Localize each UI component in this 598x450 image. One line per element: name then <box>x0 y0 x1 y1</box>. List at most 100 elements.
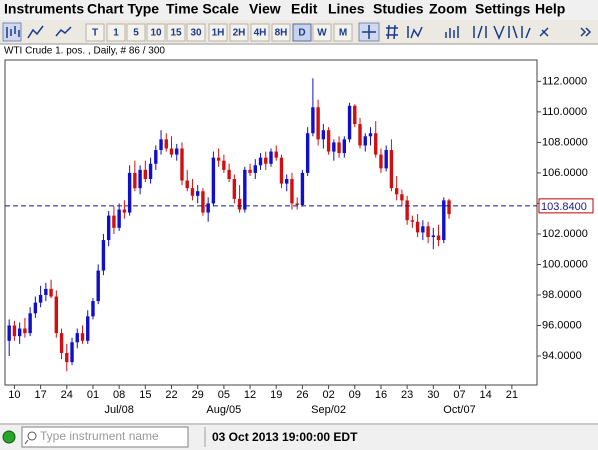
toolbar-button-label: 10 <box>150 28 162 39</box>
candle-body <box>415 221 420 233</box>
x-tick-label: 02 <box>322 389 334 401</box>
input-placeholder: Type instrument name <box>40 429 159 443</box>
candle-body <box>410 220 415 222</box>
candle-body <box>237 198 242 210</box>
x-tick-label: 29 <box>192 389 204 401</box>
toolbar-button[interactable] <box>229 23 249 42</box>
toolbar-button[interactable] <box>166 23 186 42</box>
x-tick-label: 26 <box>296 389 308 401</box>
candle-body <box>201 191 205 213</box>
candle-body <box>394 188 399 195</box>
toolbar-button-label: D <box>298 28 305 39</box>
menu-item[interactable]: Time Scale <box>166 1 239 17</box>
candle-body <box>227 169 231 180</box>
y-tick-label: 108.0000 <box>542 136 588 148</box>
toolbar-button-label: 5 <box>133 28 139 39</box>
toolbar-button-label: 8H <box>275 28 288 39</box>
toolbar-button[interactable] <box>271 23 291 42</box>
menu-item[interactable]: Chart Type <box>87 1 159 17</box>
toolbar-button[interactable] <box>126 23 146 42</box>
candle-body <box>164 139 168 149</box>
x-tick-label: 01 <box>87 389 99 401</box>
menu-item[interactable]: Studies <box>373 1 424 17</box>
toolbar-button-label: W <box>317 28 327 39</box>
candle-body <box>326 130 331 152</box>
candle-body <box>175 148 179 155</box>
toolbar-button[interactable] <box>146 23 166 42</box>
menu-item[interactable]: Help <box>535 1 565 17</box>
menu-item[interactable]: View <box>249 1 281 17</box>
x-tick-label: 30 <box>427 389 439 401</box>
toolbar-button[interactable] <box>208 23 228 42</box>
x-tick-label: 21 <box>506 389 518 401</box>
candle-body <box>12 325 17 337</box>
instrument-input[interactable] <box>21 426 189 448</box>
candle-body <box>431 235 436 237</box>
candle-body <box>442 200 446 241</box>
x-tick-label: 16 <box>375 389 387 401</box>
search-icon <box>27 431 37 441</box>
toolbar-button[interactable] <box>186 23 206 42</box>
candle-body <box>374 133 378 155</box>
menu-item[interactable]: Edit <box>291 1 318 17</box>
candle-body <box>23 328 27 334</box>
candle-body <box>400 194 404 201</box>
menu-item[interactable]: Settings <box>475 1 530 17</box>
toolbar-button-label: 15 <box>170 28 182 39</box>
status-time: 03 Oct 2013 19:00:00 EDT <box>212 430 358 444</box>
x-tick-label: 12 <box>244 389 256 401</box>
candle-body <box>347 105 352 140</box>
x-tick-label: 08 <box>113 389 125 401</box>
chart-title: WTI Crude 1. pos. , Daily, # 86 / 300 <box>4 46 165 57</box>
x-tick-label: 15 <box>139 389 151 401</box>
candle-body <box>258 157 263 166</box>
candle-body <box>342 139 347 154</box>
candle-body <box>216 157 221 161</box>
candle-body <box>65 352 69 363</box>
toolbar-button-label: 4H <box>254 28 267 39</box>
search-icon-handle <box>24 439 29 445</box>
toolbar-button-label: M <box>339 28 347 39</box>
toolbar-button[interactable] <box>106 23 126 42</box>
candle-body <box>248 169 252 173</box>
candle-body <box>159 139 163 151</box>
candle-body <box>33 302 38 314</box>
candle-body <box>28 313 32 334</box>
candle-body <box>75 333 79 343</box>
toolbar-button[interactable] <box>292 23 312 42</box>
toolbar-button[interactable] <box>85 23 105 42</box>
candle-body <box>54 296 59 334</box>
candle-body <box>206 203 210 213</box>
candle-body <box>353 105 357 125</box>
x-tick-label: 14 <box>480 389 492 401</box>
x-tick-label: 09 <box>349 389 361 401</box>
candle-body <box>44 288 48 295</box>
x-tick-label: 22 <box>165 389 177 401</box>
candle-body <box>180 148 184 181</box>
x-tick-label: 10 <box>8 389 20 401</box>
candle-body <box>295 203 299 205</box>
candle-body <box>311 107 315 134</box>
toolbar-button-label: T <box>92 28 98 39</box>
y-tick-label: 102.0000 <box>542 228 588 240</box>
candle-body <box>169 148 174 155</box>
candle-body <box>285 179 289 184</box>
current-price-label: 103.8400 <box>541 201 587 213</box>
toolbar-button[interactable] <box>312 23 332 42</box>
candle-body <box>80 333 85 341</box>
menu-item[interactable]: Instruments <box>4 1 84 17</box>
menu-item[interactable]: Lines <box>328 1 365 17</box>
x-tick-label: 07 <box>453 389 465 401</box>
toolbar-button[interactable] <box>250 23 270 42</box>
toolbar-button-label: 2H <box>233 28 246 39</box>
x-tick-label: 23 <box>401 389 413 401</box>
candle-body <box>143 169 148 180</box>
candle-body <box>122 209 127 213</box>
candle-body <box>96 270 100 302</box>
candle-body <box>253 165 257 173</box>
candle-body <box>368 133 373 137</box>
toolbar-button[interactable] <box>333 23 353 42</box>
menu-item[interactable]: Zoom <box>429 1 467 17</box>
candle-body <box>195 191 200 196</box>
candle-body <box>133 172 137 189</box>
